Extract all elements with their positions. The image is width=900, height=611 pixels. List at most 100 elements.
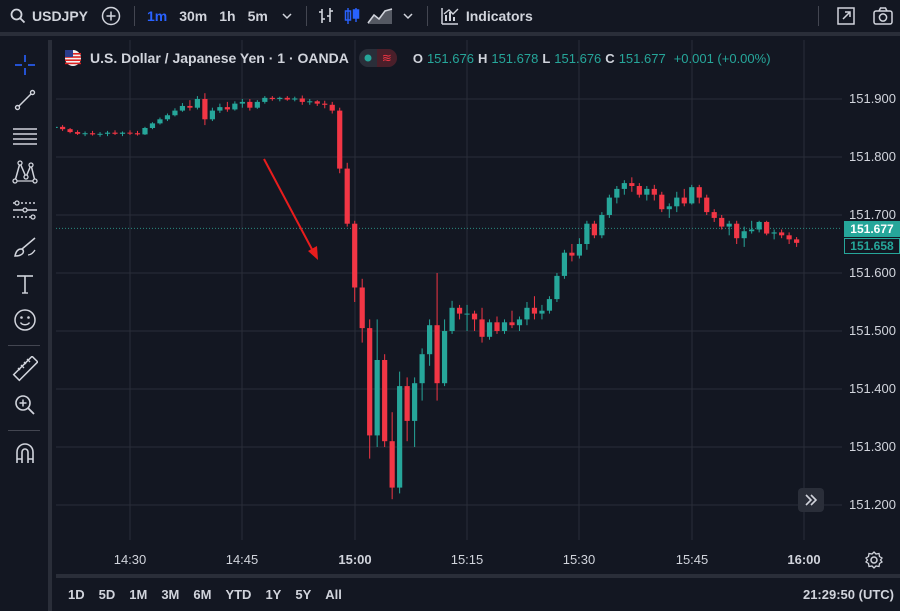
- ruler-icon: [12, 356, 38, 382]
- candle-body: [659, 194, 665, 210]
- pattern-tool[interactable]: [8, 155, 42, 189]
- candles-chart-type-button[interactable]: [339, 0, 365, 32]
- candle: [224, 101, 230, 112]
- candle: [786, 232, 792, 244]
- candle-body: [224, 107, 230, 110]
- market-status-badge[interactable]: ≋: [358, 49, 397, 67]
- low-value: 151.676: [554, 50, 602, 66]
- candle-body: [359, 287, 365, 329]
- symbol-search[interactable]: USDJPY: [0, 0, 98, 32]
- range-3m[interactable]: 3M: [161, 587, 180, 602]
- zoom-in-tool[interactable]: [8, 388, 42, 422]
- candle: [217, 103, 223, 113]
- chevron-down-icon: [403, 13, 413, 20]
- candle-body: [764, 221, 770, 234]
- horizontal-lines-icon: [13, 128, 37, 145]
- range-6m[interactable]: 6M: [193, 587, 212, 602]
- ohlc-values: O 151.676 H 151.678 L 151.676 C 151.677 +0.0…: [413, 51, 771, 66]
- compare-symbol-button[interactable]: [98, 0, 124, 32]
- range-ytd[interactable]: YTD: [225, 587, 252, 602]
- candle: [644, 186, 650, 201]
- range-all[interactable]: All: [325, 587, 342, 602]
- candle: [82, 131, 88, 137]
- candle-body: [794, 239, 800, 243]
- candle: [187, 100, 193, 111]
- candle-body: [531, 307, 538, 314]
- secondary-price-tag: 151.658: [844, 238, 900, 254]
- brush-tool[interactable]: [8, 230, 42, 264]
- candle: [599, 212, 605, 239]
- candle-body: [97, 133, 103, 135]
- range-1m[interactable]: 1M: [129, 587, 148, 602]
- candle: [501, 319, 508, 334]
- range-5d[interactable]: 5D: [98, 587, 116, 602]
- close-key: C: [605, 50, 615, 66]
- range-5y[interactable]: 5Y: [295, 587, 312, 602]
- candle-body: [322, 103, 328, 105]
- timeframe-1h[interactable]: 1h: [219, 8, 236, 24]
- candle: [449, 300, 455, 334]
- candle-body: [749, 229, 755, 232]
- change-value: +0.001 (+0.00%): [673, 50, 771, 66]
- crosshair-tool[interactable]: [8, 48, 42, 82]
- candle-body: [494, 322, 500, 331]
- candle-body: [629, 183, 635, 186]
- bar-chart-type-button[interactable]: [313, 0, 339, 32]
- snapshot-button[interactable]: [870, 0, 896, 32]
- text-tool[interactable]: [8, 267, 42, 301]
- fib-retracement-tool[interactable]: [8, 119, 42, 153]
- prediction-tool[interactable]: [8, 193, 42, 227]
- timeframe-30m[interactable]: 30m: [179, 8, 208, 24]
- indicators-icon: [441, 8, 459, 25]
- candle: [247, 99, 253, 111]
- candle-body: [554, 275, 560, 300]
- candle: [486, 319, 493, 340]
- trend-line-tool[interactable]: [8, 83, 42, 117]
- price-tick: 151.800: [849, 149, 896, 164]
- time-tick: 14:30: [113, 552, 147, 567]
- candle-body: [704, 197, 710, 213]
- annotation-arrow-head: [308, 246, 318, 260]
- candle-body: [67, 129, 73, 133]
- range-1y[interactable]: 1Y: [265, 587, 282, 602]
- candle-body: [726, 223, 732, 227]
- scroll-to-realtime-button[interactable]: [798, 488, 824, 512]
- candle: [711, 209, 717, 222]
- candle-body: [711, 212, 717, 218]
- icon-tool[interactable]: [8, 303, 42, 337]
- timeframe-5m[interactable]: 5m: [247, 8, 268, 24]
- zoom-in-icon: [15, 395, 35, 415]
- measure-tool[interactable]: [8, 352, 42, 386]
- price-tick: 151.400: [849, 381, 896, 396]
- candle: [764, 220, 770, 236]
- divider: [305, 6, 307, 26]
- area-chart-type-button[interactable]: [365, 0, 395, 32]
- chart-type-dropdown[interactable]: [395, 0, 421, 32]
- price-tick: 151.300: [849, 439, 896, 454]
- candle-body: [569, 252, 575, 256]
- timeframe-1m[interactable]: 1m: [147, 8, 168, 24]
- candle-body: [337, 110, 343, 169]
- timeframe-dropdown[interactable]: [274, 0, 300, 32]
- trend-line-icon: [14, 89, 36, 111]
- price-chart[interactable]: [56, 40, 900, 570]
- candle: [284, 96, 290, 101]
- magnet-tool[interactable]: [8, 437, 42, 471]
- candle-body: [262, 97, 268, 102]
- candle: [134, 130, 141, 136]
- candle-body: [689, 187, 695, 204]
- range-1d[interactable]: 1D: [68, 587, 85, 602]
- candle-body: [651, 188, 657, 195]
- chart-pane[interactable]: U.S. Dollar / Japanese Yen · 1 · OANDA ≋…: [56, 40, 900, 570]
- candle-body: [486, 322, 493, 337]
- candle: [149, 122, 156, 130]
- candle-body: [187, 105, 193, 108]
- timezone-clock[interactable]: 21:29:50 (UTC): [802, 587, 894, 602]
- symbol-title[interactable]: U.S. Dollar / Japanese Yen · 1 · OANDA: [90, 50, 349, 66]
- wave-icon: ≋: [376, 49, 397, 67]
- gear-icon[interactable]: [864, 550, 884, 570]
- candle: [344, 162, 350, 227]
- fullscreen-button[interactable]: [833, 0, 859, 32]
- candle: [59, 125, 66, 131]
- indicators-button[interactable]: Indicators: [434, 0, 539, 32]
